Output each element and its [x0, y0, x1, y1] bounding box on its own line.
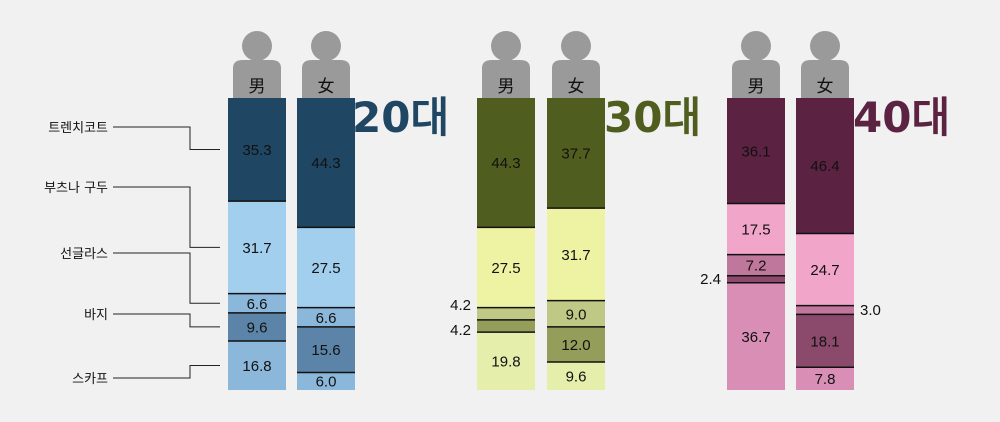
bar-segment: [727, 275, 785, 283]
age-group-label: 30대: [604, 93, 701, 142]
value-label: 36.7: [741, 329, 770, 346]
value-label: 7.8: [815, 371, 836, 388]
value-label: 27.5: [491, 260, 520, 277]
bar-stacks: [228, 98, 854, 390]
value-label: 9.0: [566, 306, 587, 323]
category-leaders: [113, 126, 220, 379]
value-label: 24.7: [810, 262, 839, 279]
category-leader-line: [113, 313, 220, 328]
value-label: 27.5: [311, 260, 340, 277]
bar-segment: [796, 305, 854, 315]
age-group-label: 40대: [853, 93, 950, 142]
value-label-outside: 3.0: [860, 302, 881, 319]
gender-label: 男: [249, 77, 266, 97]
value-label: 6.0: [316, 374, 337, 391]
value-label: 15.6: [311, 342, 340, 359]
bar-segment: [547, 300, 605, 327]
text-labels: 男 35.3 31.7 6.6 9.6 16.8 女 44.3 27.5 6.6 15.6 6.0 20…: [44, 77, 950, 391]
category-leader-line: [113, 252, 220, 304]
value-label: 35.3: [242, 142, 271, 159]
bar-segment: [796, 314, 854, 368]
bar-segment: [727, 98, 785, 204]
bar-segment: [727, 254, 785, 276]
bar-segment: [477, 307, 535, 320]
value-label: 17.5: [741, 222, 770, 239]
category-leader-line: [113, 126, 220, 150]
bar-segment: [228, 312, 286, 341]
bar-segment: [228, 201, 286, 294]
bar-segment: [297, 326, 355, 373]
category-leader-line: [113, 186, 220, 248]
value-label: 31.7: [242, 240, 271, 257]
bar-segment: [297, 372, 355, 390]
bar-segment: [796, 233, 854, 306]
value-label-outside: 4.2: [450, 297, 471, 314]
bar-segment: [228, 340, 286, 390]
gender-label: 女: [318, 77, 335, 97]
bar-segment: [477, 319, 535, 333]
value-label: 19.8: [491, 354, 520, 371]
value-label: 16.8: [242, 358, 271, 375]
value-label: 46.4: [810, 158, 839, 175]
bar-segment: [297, 307, 355, 327]
bar-segment: [727, 203, 785, 255]
bar-segment: [547, 326, 605, 362]
category-label: 부츠나 구두: [44, 181, 108, 196]
value-label: 12.0: [561, 337, 590, 354]
gender-label: 女: [817, 77, 834, 97]
bar-segment: [727, 282, 785, 390]
category-label: 트렌치코트: [48, 121, 108, 136]
value-label: 36.1: [741, 143, 770, 160]
gender-label: 女: [568, 77, 585, 97]
bar-segment: [477, 332, 535, 390]
value-label-outside: 4.2: [450, 322, 471, 339]
bar-segment: [547, 208, 605, 301]
bar-segment: [547, 98, 605, 209]
age-group-label: 20대: [352, 93, 449, 142]
value-label: 6.6: [247, 296, 268, 313]
bar-segment: [796, 367, 854, 390]
value-label: 31.7: [561, 247, 590, 264]
value-label: 9.6: [566, 368, 587, 385]
category-label: 선글라스: [60, 247, 108, 262]
bar-segment: [228, 293, 286, 313]
bar-segment: [297, 98, 355, 228]
value-label: 44.3: [311, 155, 340, 172]
value-label: 18.1: [810, 333, 839, 350]
category-label: 스카프: [72, 372, 108, 387]
bar-segment: [477, 98, 535, 228]
bar-segment: [796, 98, 854, 234]
value-label: 9.6: [247, 319, 268, 336]
value-label: 6.6: [316, 310, 337, 327]
category-leader-line: [113, 365, 220, 379]
gender-label: 男: [748, 77, 765, 97]
category-label: 바지: [84, 308, 108, 323]
bar-segment: [228, 98, 286, 202]
bar-segment: [477, 227, 535, 308]
value-label: 7.2: [746, 258, 767, 275]
value-label: 44.3: [491, 155, 520, 172]
value-label: 37.7: [561, 146, 590, 163]
bar-segment: [297, 227, 355, 308]
bar-segment: [547, 361, 605, 390]
value-label-outside: 2.4: [700, 271, 721, 288]
gender-label: 男: [498, 77, 515, 97]
